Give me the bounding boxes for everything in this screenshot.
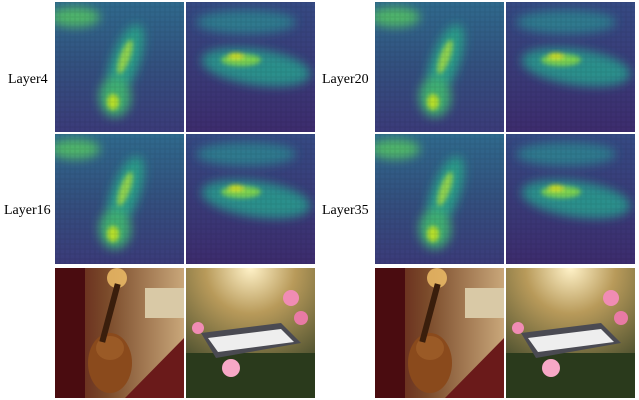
layer-label: Layer35 bbox=[322, 203, 369, 218]
heatmap bbox=[506, 2, 635, 132]
photo bbox=[375, 268, 504, 398]
page: Layer4 Layer16 Layer20 Layer35 (() => { … bbox=[0, 0, 639, 400]
right-group bbox=[370, 2, 635, 398]
figure: Layer4 Layer16 Layer20 Layer35 bbox=[0, 0, 639, 400]
layer-label: Layer16 bbox=[4, 203, 51, 218]
heatmap bbox=[370, 134, 504, 264]
heatmap bbox=[50, 134, 184, 264]
heatmap bbox=[50, 2, 184, 132]
left-group bbox=[50, 2, 315, 398]
photo bbox=[186, 268, 315, 398]
layer-label: Layer4 bbox=[8, 72, 48, 87]
heatmap bbox=[506, 134, 635, 264]
photo bbox=[506, 268, 635, 398]
photo bbox=[55, 268, 184, 398]
heatmap bbox=[186, 2, 315, 132]
layer-label: Layer20 bbox=[322, 72, 369, 87]
heatmap bbox=[370, 2, 504, 132]
heatmap bbox=[186, 134, 315, 264]
